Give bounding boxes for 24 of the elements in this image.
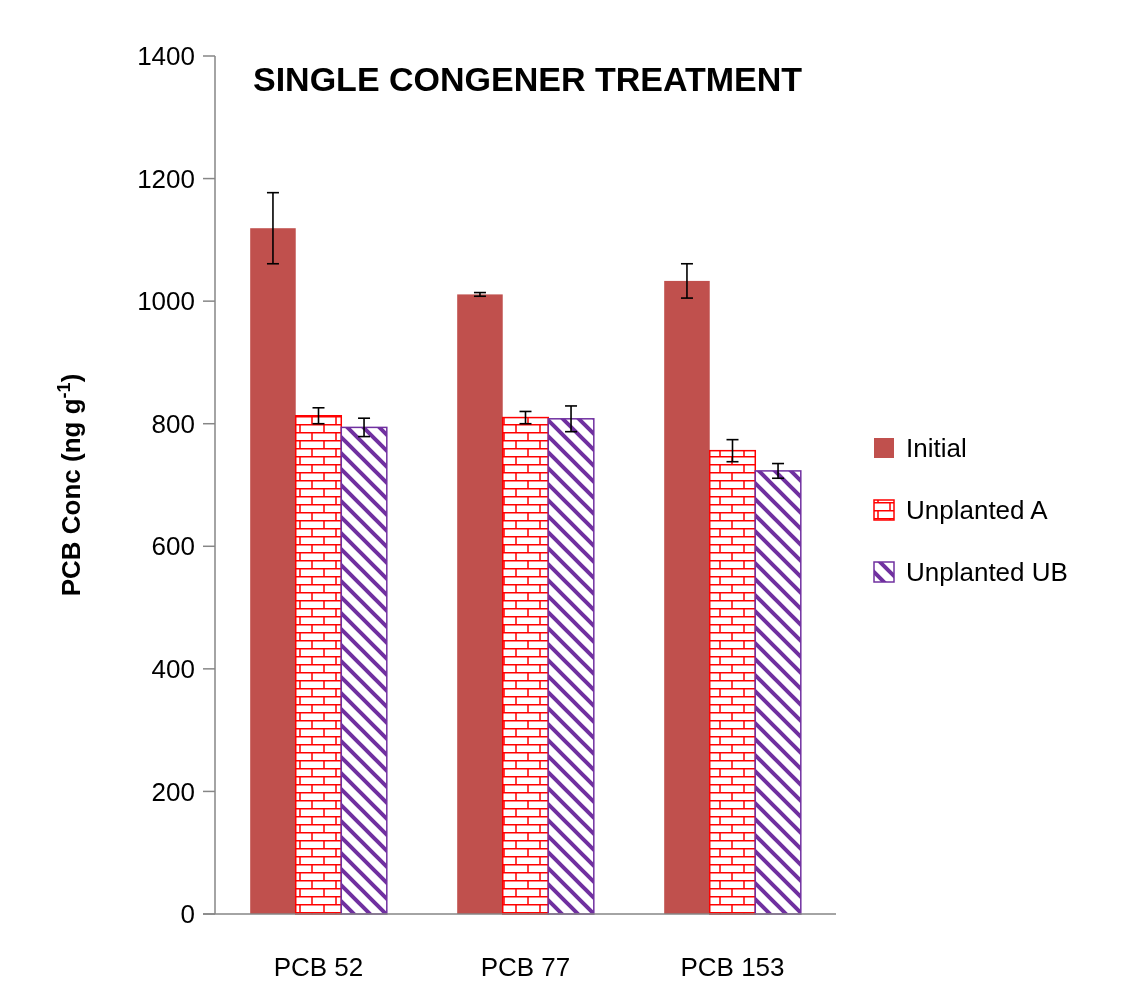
y-tick-label: 1400 [137,41,195,72]
bar [708,449,757,915]
bar [547,418,595,915]
bar [664,280,710,914]
chart-title: SINGLE CONGENER TREATMENT [253,60,803,98]
legend-label: Unplanted UB [906,557,1068,588]
x-tick-label: PCB 77 [480,952,571,982]
y-tick-label: 800 [151,408,195,439]
x-tick-label: PCB 52 [273,952,364,982]
bar [294,415,343,915]
y-tick-label: 600 [151,531,195,562]
y-tick-label: 0 [180,899,195,930]
bar [457,294,503,914]
bar [754,470,802,915]
x-tick-label: PCB 153 [680,952,785,982]
legend-label: Unplanted A [906,495,1049,526]
y-tick-label: 1200 [137,163,195,194]
bar [340,426,388,915]
legend-label: Initial [906,433,967,464]
y-tick-label: 200 [151,776,195,807]
bar [501,416,550,915]
y-tick-label: 1000 [137,286,195,317]
bar [250,228,296,914]
y-tick-label: 400 [151,653,195,684]
